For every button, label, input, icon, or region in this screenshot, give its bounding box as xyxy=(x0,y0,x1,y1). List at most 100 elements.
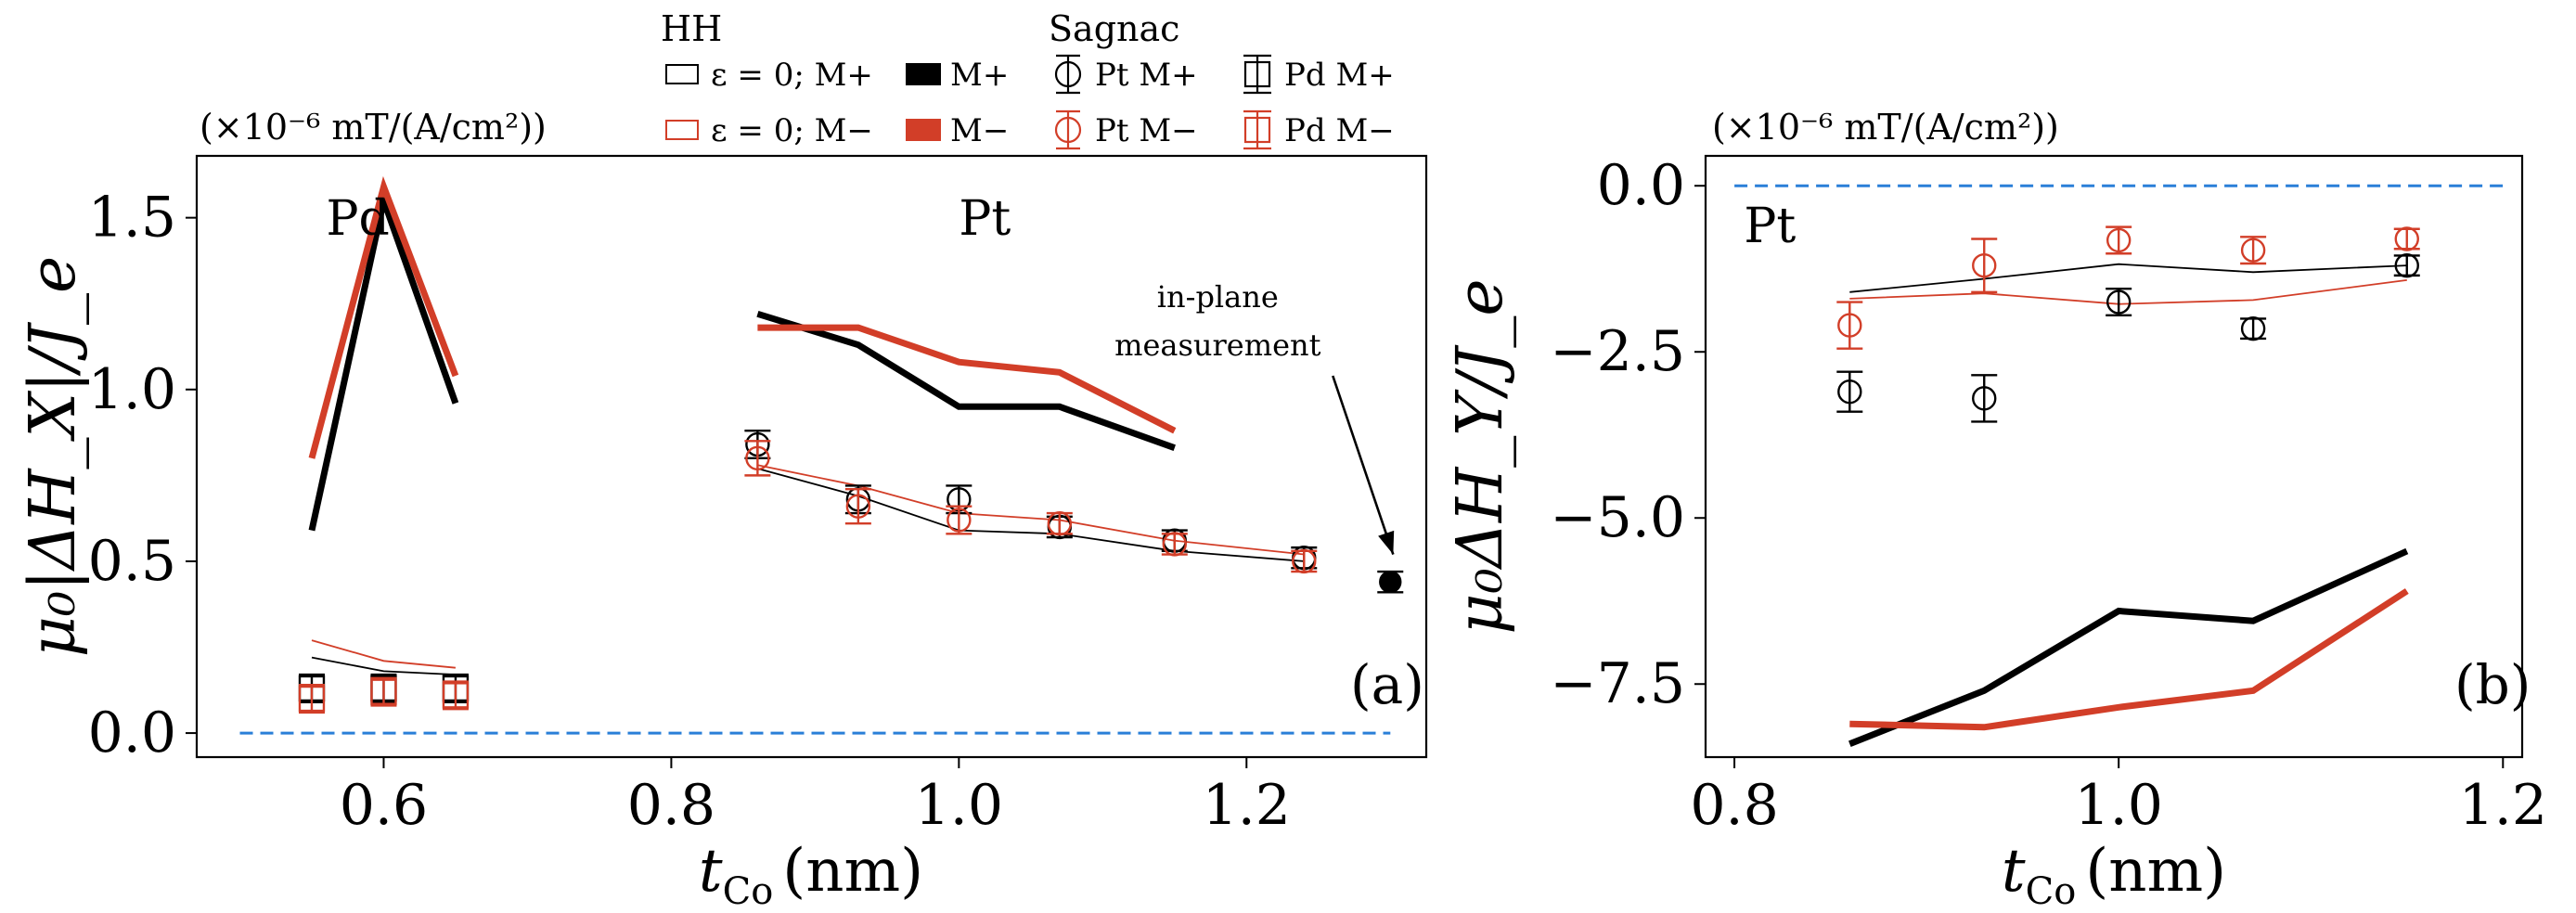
panel-b-series-5-point xyxy=(1836,301,1863,350)
legend-item-6: Pd M+ xyxy=(1243,54,1395,95)
panel-b-xtick-label: 1.2 xyxy=(2459,773,2547,838)
panel-b-series-5-point xyxy=(2240,236,2267,265)
circle-marker xyxy=(2394,252,2419,278)
panel-a-series-9-point xyxy=(744,440,771,477)
panel-a-xtick-label: 1.0 xyxy=(915,773,1003,838)
panel-b-annotation-0: Pt xyxy=(1744,199,1796,254)
panel-a-annotation-2: in-plane xyxy=(1157,279,1279,315)
panel-a-series-2-thick-line xyxy=(756,310,1176,451)
circle-marker xyxy=(2240,238,2266,263)
square-marker xyxy=(370,678,397,705)
panel-a-frame xyxy=(195,154,1428,759)
circle-marker xyxy=(2106,227,2132,253)
circle-marker xyxy=(1837,313,1862,338)
legend-square-icon xyxy=(1243,60,1271,88)
panel-a-annotation-0: Pd xyxy=(326,191,389,247)
circle-marker xyxy=(2394,226,2419,251)
legend-items: ε = 0; M+ ε = 0; M− M+ M− Pt M+ Pt M− Pd M+ Pd … xyxy=(665,54,1395,150)
legend-item-1: ε = 0; M− xyxy=(665,112,873,149)
panel-a-units-note: (×10⁻⁶ mT/(A/cm²)) xyxy=(200,107,547,148)
panel-b-units-note: (×10⁻⁶ mT/(A/cm²)) xyxy=(1712,107,2059,148)
panel-b-series-0-thick-line xyxy=(1848,547,2409,747)
legend-item-3: M− xyxy=(906,112,1009,149)
panel-a-series-4-thin-line xyxy=(311,656,456,675)
panel-a: (×10⁻⁶ mT/(A/cm²)) 0.6 0.8 1.0 1.2 0.0 0.5 1.0… xyxy=(17,107,1428,913)
circle-marker xyxy=(1972,386,1997,411)
panel-a-ticks: 0.6 0.8 1.0 1.2 0.0 0.5 1.0 1.5 xyxy=(88,186,1291,838)
legend-item-label: Pd M+ xyxy=(1284,57,1395,94)
panel-a-ytick-label: 0.0 xyxy=(88,701,176,765)
panel-a-xtick-label: 1.2 xyxy=(1203,773,1291,838)
legend-circle-icon xyxy=(1054,60,1082,88)
panel-a-xlabel-unit: (nm) xyxy=(782,837,923,906)
panel-a-series-9-point xyxy=(946,505,972,535)
circle-marker xyxy=(845,494,871,519)
panel-a-xlabel: tCo (nm) xyxy=(699,837,923,913)
panel-b-series-5-point xyxy=(2106,225,2132,255)
circle-marker xyxy=(745,445,770,471)
panel-b-series-4-point xyxy=(1971,374,1998,423)
panel-b-series-5-point xyxy=(1971,238,1998,293)
panel-a-series-12-point xyxy=(298,684,326,714)
panel-a-series-6-thin-line xyxy=(757,468,1305,562)
legend-item-7: Pd M− xyxy=(1243,109,1395,150)
legend-title-sagnac: Sagnac xyxy=(1049,8,1179,49)
panel-a-annotation-1: Pt xyxy=(959,191,1011,247)
panel-a-series-9-point xyxy=(1291,548,1318,574)
panel-b-annotations: Pt xyxy=(1744,199,1796,254)
legend-item-label: M− xyxy=(950,112,1009,149)
panel-a-series-3-thick-line xyxy=(757,324,1177,434)
panel-b-xtick-label: 1.0 xyxy=(2074,773,2162,838)
panel-b-series-5-point xyxy=(2393,226,2420,251)
circle-marker xyxy=(1837,379,1862,405)
panel-a-series-0-thick-line xyxy=(308,188,459,532)
panel-b-ytick-label: −2.5 xyxy=(1550,319,1685,384)
panel-a-label: (a) xyxy=(1350,653,1424,716)
panel-b-series-2-thin-line xyxy=(1849,263,2407,293)
circle-marker xyxy=(2106,289,2132,315)
legend-item-4: Pt M+ xyxy=(1054,54,1198,95)
legend: HH Sagnac ε = 0; M+ ε = 0; M− M+ M− Pt M+ Pt … xyxy=(661,8,1395,150)
legend-item-0: ε = 0; M+ xyxy=(665,57,873,94)
legend-item-2: M+ xyxy=(906,57,1009,94)
panel-a-series-1-thick-line xyxy=(308,175,459,459)
panel-b-label: (b) xyxy=(2454,653,2531,716)
panel-b-series-4-point xyxy=(2240,315,2267,341)
panel-b-ytick-label: −5.0 xyxy=(1550,485,1685,550)
legend-circle-icon xyxy=(1054,116,1082,144)
panel-a-arrow-head xyxy=(1378,530,1395,555)
legend-item-label: ε = 0; M− xyxy=(711,112,873,149)
panel-a-ylabel: μ₀|ΔH_X|/J_e xyxy=(17,256,90,658)
panel-a-series-7-thin-line xyxy=(757,464,1305,556)
panel-b-series-1-thick-line xyxy=(1849,588,2409,731)
panel-a-ytick-label: 1.5 xyxy=(88,186,176,251)
legend-square-icon xyxy=(1243,116,1271,144)
panel-b-xlabel-main: t xyxy=(2002,837,2026,906)
panel-b-xlabel-unit: (nm) xyxy=(2085,837,2226,906)
circle-marker xyxy=(1162,532,1188,557)
legend-title-hh: HH xyxy=(661,8,722,49)
legend-item-label: M+ xyxy=(950,57,1009,94)
panel-a-series-9-point xyxy=(1161,532,1188,557)
square-marker xyxy=(298,685,326,713)
panel-b-frame xyxy=(1704,154,2524,759)
legend-thin-box-icon xyxy=(665,64,699,84)
panel-a-arrow-shaft xyxy=(1332,375,1395,555)
panel-a-xtick-label: 0.8 xyxy=(627,773,715,838)
circle-marker xyxy=(1292,548,1317,574)
legend-item-label: Pt M+ xyxy=(1095,57,1198,94)
panel-a-series-12-point xyxy=(442,680,470,711)
panel-a-xlabel-main: t xyxy=(699,837,723,906)
panel-b-xtick-label: 0.8 xyxy=(1690,773,1778,838)
panel-a-series-9-point xyxy=(1046,511,1073,536)
panel-a-series-12-point xyxy=(370,676,397,707)
panel-b-xlabel-sub: Co xyxy=(2026,870,2077,913)
panel-b-ylabel: μ₀ΔH_Y/J_e xyxy=(1444,278,1517,634)
panel-a-annotations: Pd Pt in-plane measurement xyxy=(326,191,1395,555)
filled-circle-marker xyxy=(1379,570,1402,594)
panel-a-series-10-point xyxy=(1377,570,1404,594)
legend-item-5: Pt M− xyxy=(1054,109,1198,150)
panel-a-xlabel-sub: Co xyxy=(723,870,774,913)
panel-a-ytick-label: 1.0 xyxy=(88,357,176,422)
